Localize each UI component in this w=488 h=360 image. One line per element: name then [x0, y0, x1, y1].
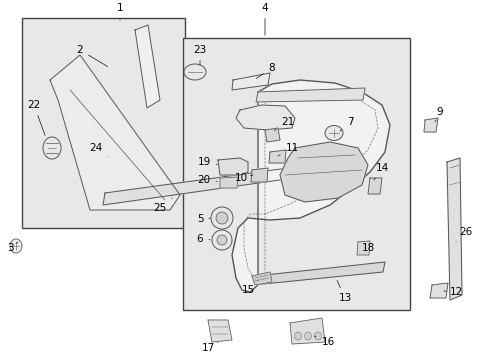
- Text: 10: 10: [234, 173, 252, 183]
- Ellipse shape: [10, 239, 22, 253]
- Text: 17: 17: [201, 342, 218, 353]
- Text: 9: 9: [434, 107, 443, 122]
- Polygon shape: [268, 150, 285, 163]
- Text: 1: 1: [117, 3, 123, 20]
- Ellipse shape: [183, 64, 205, 80]
- Text: 4: 4: [261, 3, 268, 35]
- Polygon shape: [218, 158, 247, 175]
- Polygon shape: [236, 105, 294, 130]
- Text: 2: 2: [77, 45, 107, 67]
- Text: 7: 7: [339, 117, 353, 131]
- Polygon shape: [207, 320, 231, 342]
- Ellipse shape: [43, 137, 61, 159]
- Text: 26: 26: [455, 227, 472, 242]
- Polygon shape: [135, 25, 160, 108]
- Polygon shape: [429, 283, 447, 298]
- Polygon shape: [220, 177, 238, 188]
- Text: 25: 25: [153, 198, 172, 213]
- Polygon shape: [231, 80, 389, 292]
- Text: 21: 21: [274, 117, 294, 131]
- Polygon shape: [103, 165, 309, 205]
- Polygon shape: [50, 55, 180, 210]
- Polygon shape: [280, 142, 367, 202]
- Text: 14: 14: [373, 163, 388, 180]
- Ellipse shape: [212, 230, 231, 250]
- Polygon shape: [256, 88, 364, 102]
- Polygon shape: [446, 158, 461, 300]
- Text: 16: 16: [314, 336, 334, 347]
- Text: 6: 6: [196, 234, 210, 244]
- Polygon shape: [263, 262, 384, 284]
- Bar: [22, 18, 184, 228]
- Polygon shape: [250, 168, 267, 182]
- Polygon shape: [264, 128, 280, 142]
- Ellipse shape: [304, 332, 311, 340]
- Text: 3: 3: [7, 242, 18, 253]
- Text: 11: 11: [278, 143, 298, 156]
- Polygon shape: [251, 272, 271, 285]
- Polygon shape: [356, 241, 369, 255]
- Text: 13: 13: [336, 280, 351, 303]
- Bar: [183, 38, 409, 310]
- Polygon shape: [367, 178, 381, 194]
- Text: 18: 18: [361, 243, 374, 253]
- Text: 5: 5: [196, 214, 210, 224]
- Ellipse shape: [217, 235, 226, 245]
- Polygon shape: [423, 118, 437, 132]
- Ellipse shape: [294, 332, 301, 340]
- Polygon shape: [231, 73, 269, 90]
- Ellipse shape: [210, 207, 232, 229]
- Text: 12: 12: [443, 287, 462, 297]
- Ellipse shape: [216, 212, 227, 224]
- Ellipse shape: [314, 332, 321, 340]
- Text: 20: 20: [197, 175, 217, 185]
- Text: 8: 8: [256, 63, 275, 78]
- Polygon shape: [289, 318, 325, 344]
- Text: 24: 24: [89, 143, 107, 156]
- Ellipse shape: [325, 126, 342, 140]
- Text: 15: 15: [241, 280, 258, 295]
- Text: 19: 19: [197, 157, 217, 167]
- Text: 22: 22: [27, 100, 45, 135]
- Text: 23: 23: [193, 45, 206, 65]
